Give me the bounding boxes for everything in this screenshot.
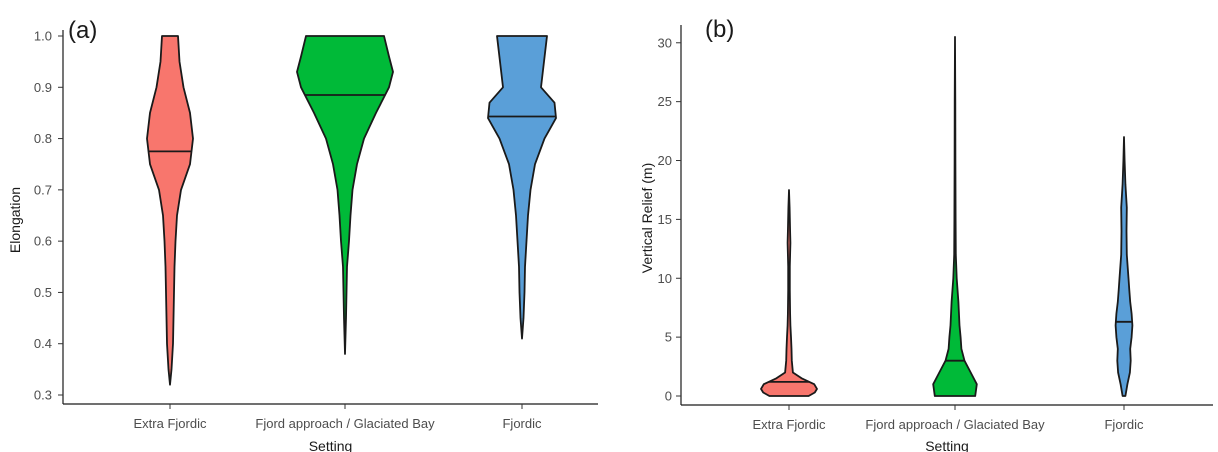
y-tick-label: 0.6 <box>34 234 52 249</box>
x-axis-title-0: Setting <box>309 438 353 452</box>
y-tick-label: 0 <box>665 389 672 404</box>
y-tick-label: 5 <box>665 330 672 345</box>
violin-fjordic <box>1114 136 1134 397</box>
violin-extra-fjordic <box>760 189 818 397</box>
panel-label-0: (a) <box>68 17 97 44</box>
panel-label-1: (b) <box>705 16 734 43</box>
violin-fjord-approach-glaciated-bay <box>932 36 978 397</box>
y-tick-label: 25 <box>658 94 672 109</box>
x-tick-label: Extra Fjordic <box>753 417 826 432</box>
y-tick-label: 20 <box>658 153 672 168</box>
x-tick-label: Fjordic <box>1104 417 1144 432</box>
x-axis-title-1: Setting <box>925 438 969 452</box>
violin-fjord-approach-glaciated-bay <box>296 35 394 355</box>
y-tick-label: 10 <box>658 271 672 286</box>
x-tick-label: Extra Fjordic <box>134 416 207 431</box>
y-tick-label: 0.8 <box>34 131 52 146</box>
violin-fjordic <box>487 35 557 340</box>
y-tick-label: 30 <box>658 35 672 50</box>
y-axis-title-0: Elongation <box>7 187 23 253</box>
y-tick-label: 0.3 <box>34 388 52 403</box>
x-tick-label: Fjord approach / Glaciated Bay <box>865 417 1045 432</box>
y-tick-label: 0.7 <box>34 182 52 197</box>
y-tick-label: 0.9 <box>34 80 52 95</box>
y-tick-label: 1.0 <box>34 29 52 44</box>
x-tick-label: Fjordic <box>502 416 542 431</box>
y-tick-label: 15 <box>658 212 672 227</box>
y-tick-label: 0.5 <box>34 285 52 300</box>
x-tick-label: Fjord approach / Glaciated Bay <box>255 416 435 431</box>
y-axis-title-1: Vertical Relief (m) <box>639 163 655 273</box>
y-tick-label: 0.4 <box>34 336 52 351</box>
violin-extra-fjordic <box>146 35 194 386</box>
